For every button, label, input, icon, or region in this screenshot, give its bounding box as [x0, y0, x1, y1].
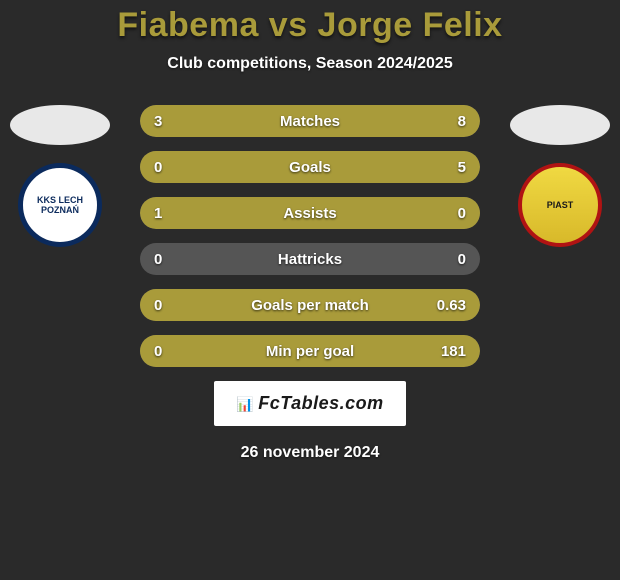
stat-label: Matches	[140, 105, 480, 137]
footer-date: 26 november 2024	[0, 444, 620, 462]
club-name-left: KKS LECH POZNAŃ	[30, 195, 90, 215]
stat-bars: Matches38Goals05Assists10Hattricks00Goal…	[140, 105, 480, 367]
stat-row: Min per goal0181	[140, 335, 480, 367]
stat-label: Goals	[140, 151, 480, 183]
brand-badge: 📊FcTables.com	[214, 381, 405, 426]
stat-row: Goals0 5	[140, 151, 480, 183]
page-title: Fiabema vs Jorge Felix	[0, 6, 620, 45]
header: Fiabema vs Jorge Felix Club competitions…	[0, 0, 620, 73]
stat-row: Matches3 8	[140, 105, 480, 137]
brand-icon: 📊	[236, 396, 254, 412]
stat-label: Assists	[140, 197, 480, 229]
stat-value-right: 0	[444, 243, 480, 275]
stat-label: Hattricks	[140, 243, 480, 275]
stat-row: Hattricks0 0	[140, 243, 480, 275]
player-avatar-left	[10, 105, 110, 145]
player-avatar-right	[510, 105, 610, 145]
stat-value-right: 0.63	[423, 289, 480, 321]
club-badge-left: KKS LECH POZNAŃ	[18, 163, 102, 247]
stat-value-right: 8	[444, 105, 480, 137]
footer: 📊FcTables.com 26 november 2024	[0, 381, 620, 462]
stat-value-left: 1	[140, 197, 176, 229]
stat-value-left: 3	[140, 105, 176, 137]
stat-row: Assists1 0	[140, 197, 480, 229]
stat-row: Goals per match00.63	[140, 289, 480, 321]
page-subtitle: Club competitions, Season 2024/2025	[0, 55, 620, 73]
stat-value-left: 0	[140, 243, 176, 275]
stat-value-right: 181	[427, 335, 480, 367]
stat-value-left: 0	[140, 335, 176, 367]
brand-text: FcTables.com	[258, 393, 383, 413]
comparison-area: KKS LECH POZNAŃ PIAST Matches38Goals05As…	[0, 105, 620, 367]
stat-value-right: 0	[444, 197, 480, 229]
stat-value-right: 5	[444, 151, 480, 183]
stat-value-left: 0	[140, 151, 176, 183]
club-badge-right: PIAST	[518, 163, 602, 247]
club-name-right: PIAST	[547, 200, 574, 210]
stat-value-left: 0	[140, 289, 176, 321]
